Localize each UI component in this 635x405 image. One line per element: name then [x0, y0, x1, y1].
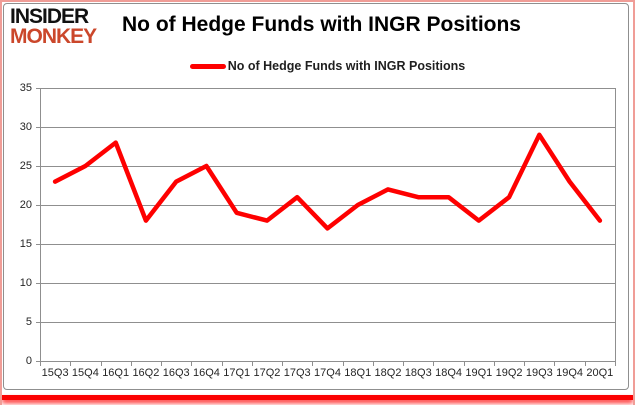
x-tick-label: 15Q3: [41, 367, 69, 379]
y-tick-label: 25: [19, 160, 32, 172]
legend-line-swatch: [189, 63, 226, 69]
logo-text-insider: INSIDER: [10, 5, 89, 28]
x-tick-label: 16Q1: [102, 367, 130, 379]
x-tick-label: 18Q3: [404, 367, 432, 379]
y-tick-label: 20: [19, 199, 32, 211]
x-tick-label: 17Q1: [223, 367, 251, 379]
x-tick-label: 17Q4: [314, 367, 341, 379]
y-tick-label: 35: [19, 82, 32, 94]
x-tick-label: 16Q4: [192, 367, 220, 379]
x-tick-label: 19Q3: [525, 367, 553, 379]
x-tick-label: 19Q1: [465, 367, 493, 379]
y-tick-label: 0: [25, 355, 32, 367]
outer-border-right: [633, 0, 635, 405]
line-chart-plot-area: [36, 88, 616, 366]
x-tick-label: 18Q4: [435, 367, 462, 379]
x-tick-label: 16Q3: [162, 367, 190, 379]
data-series-line: [52, 132, 603, 231]
x-tick-label: 20Q1: [586, 367, 614, 379]
outer-border-left: [0, 0, 2, 405]
y-tick-label: 5: [25, 316, 32, 328]
x-tick-label: 17Q2: [253, 367, 281, 379]
x-tick-label: 18Q1: [344, 367, 372, 379]
legend-series-label: No of Hedge Funds with INGR Positions: [227, 59, 466, 73]
x-tick-label: 17Q3: [283, 367, 311, 379]
x-tick-label: 19Q2: [495, 367, 523, 379]
x-tick-label: 15Q4: [71, 367, 99, 379]
x-tick-label: 19Q4: [556, 367, 584, 379]
insider-monkey-logo: INSIDER MONKEY: [10, 5, 97, 48]
x-tick-label: 18Q2: [374, 367, 402, 379]
logo-text-monkey: MONKEY: [10, 25, 97, 48]
bottom-red-bar: [2, 395, 633, 400]
y-tick-label: 15: [19, 238, 32, 250]
chart-title: No of Hedge Funds with INGR Positions: [122, 13, 521, 36]
y-tick-label: 10: [19, 277, 32, 289]
chart-legend: No of Hedge Funds with INGR Positions: [40, 58, 615, 74]
x-tick-label: 16Q2: [132, 367, 160, 379]
y-tick-label: 30: [19, 121, 32, 133]
chart-frame: [3, 3, 629, 390]
outer-border-top: [0, 0, 635, 2]
